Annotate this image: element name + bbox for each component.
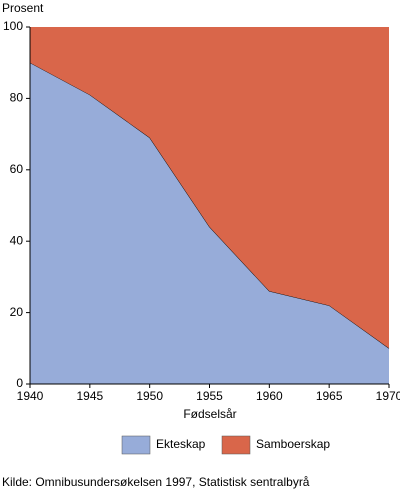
x-tick-label: 1965	[316, 389, 343, 403]
y-tick-label: 20	[10, 305, 24, 319]
area	[30, 27, 389, 349]
x-tick-label: 1960	[256, 389, 283, 403]
y-tick-label: 0	[16, 376, 23, 390]
x-tick-label: 1955	[196, 389, 223, 403]
legend-label: Samboerskap	[256, 437, 330, 451]
x-tick-label: 1950	[136, 389, 163, 403]
y-tick-label: 40	[10, 233, 24, 247]
legend-label: Ekteskap	[156, 437, 206, 451]
source-note: Kilde: Omnibusundersøkelsen 1997, Statis…	[2, 475, 310, 489]
x-axis-label: Fødselsår	[183, 407, 236, 421]
legend-swatch	[121, 435, 151, 455]
x-tick-label: 1945	[76, 389, 103, 403]
legend-swatch	[221, 435, 251, 455]
x-tick-label: 1940	[17, 389, 44, 403]
y-axis-label: Prosent	[2, 1, 44, 15]
y-tick-label: 100	[3, 19, 23, 33]
y-tick-label: 60	[10, 162, 24, 176]
x-tick-label: 1970	[376, 389, 400, 403]
y-tick-label: 80	[10, 91, 24, 105]
area	[30, 62, 389, 384]
